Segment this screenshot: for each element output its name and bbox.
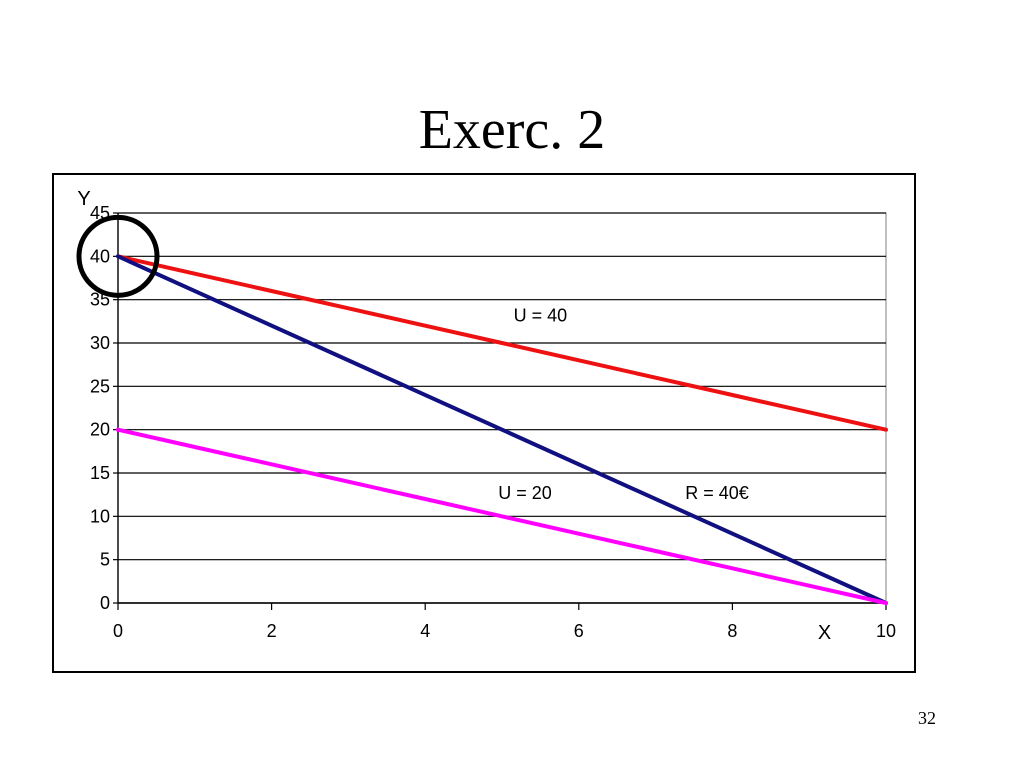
y-tick-label: 5 <box>100 550 110 570</box>
slide-number: 32 <box>918 708 936 728</box>
x-tick-label: 8 <box>727 621 737 641</box>
plot-area <box>117 212 887 604</box>
series-line-2 <box>116 427 888 605</box>
series-line-1 <box>116 254 888 605</box>
y-tick-label: 30 <box>90 333 110 353</box>
y-tick-label: 15 <box>90 463 110 483</box>
y-tick-label: 20 <box>90 420 110 440</box>
x-tick-label: 0 <box>113 621 123 641</box>
x-axis-label: X <box>818 622 831 644</box>
y-tick-label: 0 <box>100 593 110 613</box>
chart-frame: 0 5 10 15 20 25 30 35 40 45 0 2 4 6 8 10 U = 40 R = 40€ U … <box>52 173 916 673</box>
highlight-circle <box>76 214 160 298</box>
series-label: R = 40€ <box>685 483 749 503</box>
x-tick-label: 2 <box>267 621 277 641</box>
slide-title: Exerc. 2 <box>418 99 606 161</box>
x-tick-label: 6 <box>574 621 584 641</box>
x-tick-label: 4 <box>420 621 430 641</box>
x-tick-label: 10 <box>876 621 896 641</box>
y-tick-label: 40 <box>90 246 110 266</box>
series-line-0 <box>116 254 888 432</box>
y-tick-label: 25 <box>90 376 110 396</box>
series-label: U = 40 <box>514 305 568 325</box>
y-axis-label: Y <box>77 188 90 210</box>
series-label: U = 20 <box>498 483 552 503</box>
y-tick-label: 10 <box>90 506 110 526</box>
